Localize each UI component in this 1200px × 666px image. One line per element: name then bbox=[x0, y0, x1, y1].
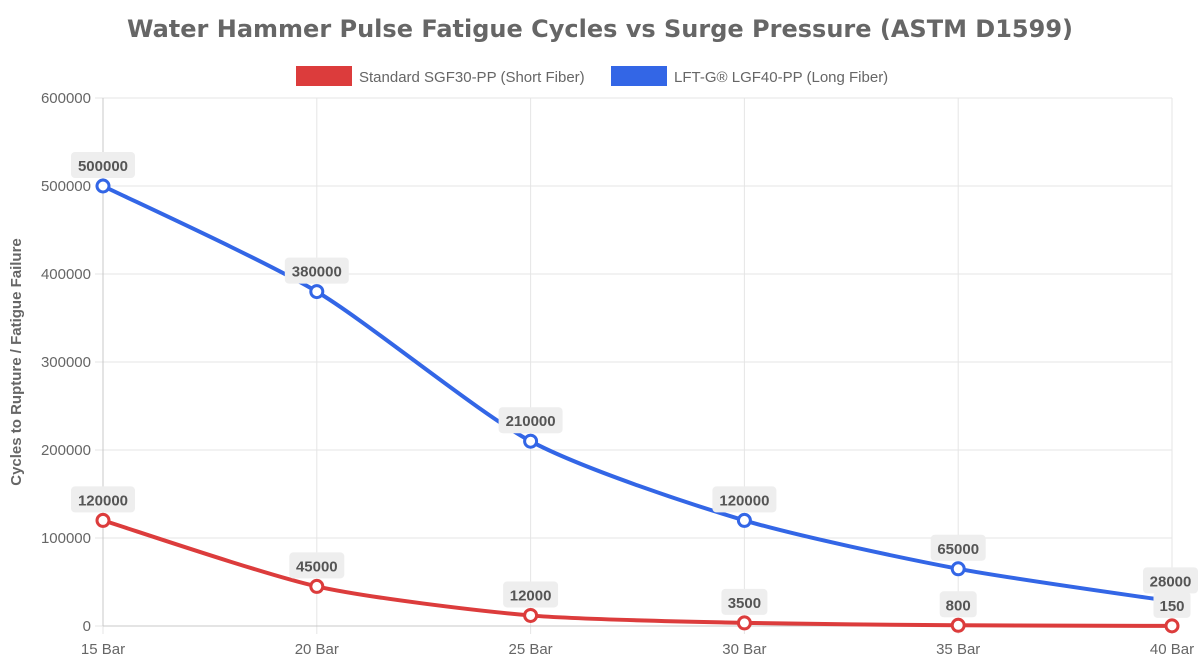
x-tick-label: 30 Bar bbox=[722, 641, 766, 658]
data-label-text: 45000 bbox=[296, 558, 338, 575]
data-label-text: 12000 bbox=[510, 587, 552, 604]
x-tick-label: 20 Bar bbox=[295, 641, 339, 658]
data-point[interactable] bbox=[309, 578, 325, 594]
data-point[interactable] bbox=[1164, 618, 1180, 634]
y-tick-label: 300000 bbox=[41, 354, 91, 371]
data-point[interactable] bbox=[523, 607, 539, 623]
y-tick-label: 600000 bbox=[41, 90, 91, 107]
data-label: 120000 bbox=[712, 486, 777, 513]
data-label-text: 800 bbox=[946, 597, 971, 614]
series-group bbox=[95, 178, 1180, 609]
data-label: 150 bbox=[1153, 591, 1191, 618]
data-label-text: 500000 bbox=[78, 158, 128, 175]
data-label-text: 150 bbox=[1159, 598, 1184, 615]
data-label-bg bbox=[1153, 591, 1191, 618]
legend-label: Standard SGF30-PP (Short Fiber) bbox=[359, 69, 585, 86]
y-tick-label: 500000 bbox=[41, 178, 91, 195]
data-label-bg bbox=[289, 552, 345, 579]
y-tick-label: 400000 bbox=[41, 266, 91, 283]
data-label-text: 3500 bbox=[728, 595, 761, 612]
data-point[interactable] bbox=[95, 512, 111, 528]
data-label-bg bbox=[1143, 567, 1198, 594]
data-point[interactable] bbox=[950, 617, 966, 633]
data-point[interactable] bbox=[736, 512, 752, 528]
chart-title: Water Hammer Pulse Fatigue Cycles vs Sur… bbox=[127, 15, 1073, 43]
x-tick-label: 25 Bar bbox=[508, 641, 552, 658]
data-label-text: 210000 bbox=[506, 413, 556, 430]
data-label-bg bbox=[71, 152, 135, 178]
series-line bbox=[101, 184, 1174, 604]
data-label-bg bbox=[721, 588, 768, 615]
y-axis-title: Cycles to Rupture / Fatigue Failure bbox=[8, 238, 25, 486]
y-tick-label: 0 bbox=[83, 618, 91, 635]
data-label-bg bbox=[503, 581, 559, 608]
legend-item[interactable]: LFT-G® LGF40-PP (Long Fiber) bbox=[611, 66, 888, 86]
data-label-bg bbox=[939, 591, 977, 618]
data-label-text: 380000 bbox=[292, 264, 342, 281]
x-tick-label: 15 Bar bbox=[81, 641, 125, 658]
data-point[interactable] bbox=[736, 615, 752, 631]
series-group bbox=[95, 512, 1180, 634]
data-label: 65000 bbox=[930, 534, 986, 561]
data-label: 500000 bbox=[71, 152, 135, 178]
legend-label: LFT-G® LGF40-PP (Long Fiber) bbox=[674, 69, 888, 86]
data-label-bg bbox=[71, 486, 135, 513]
legend-swatch bbox=[611, 66, 667, 86]
data-label: 800 bbox=[939, 591, 977, 618]
data-labels: 120000 45000 12000 3500 800 150 500000 380000 21… bbox=[71, 152, 1198, 618]
data-label-bg bbox=[930, 534, 986, 561]
data-label: 3500 bbox=[721, 588, 768, 615]
x-tick-label: 40 Bar bbox=[1150, 641, 1194, 658]
data-label: 45000 bbox=[289, 552, 345, 579]
data-label: 28000 bbox=[1143, 567, 1198, 594]
data-point[interactable] bbox=[950, 561, 966, 577]
data-label: 210000 bbox=[498, 407, 563, 434]
y-tick-label: 200000 bbox=[41, 442, 91, 459]
data-label-bg bbox=[498, 407, 563, 434]
data-label: 12000 bbox=[503, 581, 559, 608]
data-label-text: 120000 bbox=[719, 492, 769, 509]
data-point[interactable] bbox=[95, 178, 111, 194]
x-tick-label: 35 Bar bbox=[936, 641, 980, 658]
data-label-bg bbox=[284, 257, 349, 284]
legend: Standard SGF30-PP (Short Fiber) LFT-G® LG… bbox=[296, 66, 888, 86]
y-tick-label: 100000 bbox=[41, 530, 91, 547]
data-label-text: 120000 bbox=[78, 492, 128, 509]
grid-lines bbox=[95, 97, 1173, 634]
axes: 0 100000 200000 300000 400000 500000 600000 15 … bbox=[41, 90, 1194, 658]
series-layer bbox=[95, 178, 1180, 634]
data-label-bg bbox=[712, 486, 777, 513]
data-label-text: 65000 bbox=[937, 541, 979, 558]
legend-item[interactable]: Standard SGF30-PP (Short Fiber) bbox=[296, 66, 585, 86]
data-point[interactable] bbox=[309, 284, 325, 300]
data-point[interactable] bbox=[523, 433, 539, 449]
series-line bbox=[101, 518, 1174, 628]
data-label-text: 28000 bbox=[1150, 573, 1192, 590]
data-label: 120000 bbox=[71, 486, 135, 513]
legend-swatch bbox=[296, 66, 352, 86]
data-label: 380000 bbox=[284, 257, 349, 284]
